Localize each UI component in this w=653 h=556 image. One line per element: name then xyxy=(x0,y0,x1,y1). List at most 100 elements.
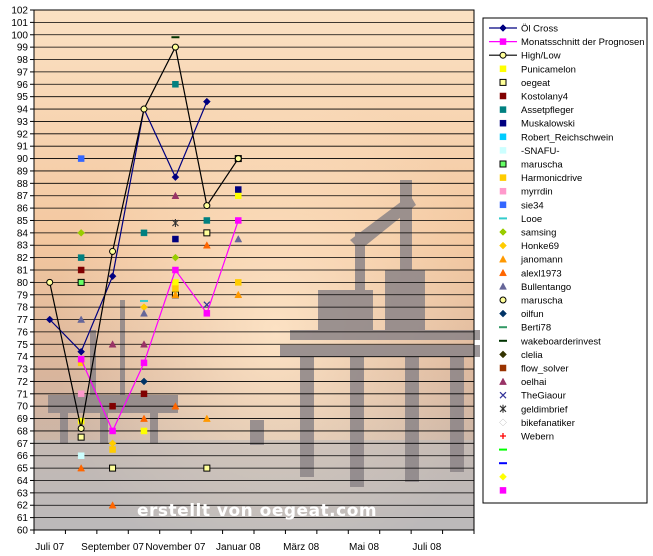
legend-entry: TheGiaour xyxy=(499,391,566,402)
data-point xyxy=(77,347,85,356)
data-point xyxy=(77,424,85,432)
series-maruscha xyxy=(77,278,85,286)
data-point xyxy=(140,359,148,367)
legend-label: High/Low xyxy=(521,51,561,62)
series-muskalowski xyxy=(172,186,242,243)
legend-entry: Bullentango xyxy=(499,282,571,293)
legend-label: oilfun xyxy=(521,309,544,320)
legend-label: Harmonicdrive xyxy=(521,173,582,184)
legend-entry: Webern xyxy=(500,432,554,443)
y-tick-label: 87 xyxy=(17,191,29,202)
y-tick-label: 74 xyxy=(17,352,29,363)
legend-label: Punicamelon xyxy=(521,64,576,75)
y-tick-label: 82 xyxy=(17,253,29,264)
y-tick-label: 72 xyxy=(17,377,29,388)
legend-entry: wakeboarderinvest xyxy=(499,336,601,347)
data-point xyxy=(235,186,242,193)
legend: Öl Cross Monatsschnitt der Prognosen High/… xyxy=(482,17,648,504)
data-point xyxy=(77,229,85,237)
series-harmonicdrive xyxy=(77,279,242,453)
legend-entry: sie34 xyxy=(499,200,544,211)
x-tick-label: Juli 07 xyxy=(35,542,64,553)
data-point xyxy=(172,285,179,292)
series-layer xyxy=(45,36,243,509)
legend-entry: oelhai xyxy=(499,377,546,388)
legend-marker xyxy=(499,187,507,195)
data-point xyxy=(108,501,117,509)
legend-marker xyxy=(499,147,507,154)
series-l-cross xyxy=(45,97,211,356)
legend-entry: -SNAFU- xyxy=(499,146,560,157)
legend-entry: maruscha xyxy=(499,160,563,171)
y-tick-label: 66 xyxy=(17,451,29,462)
y-tick-label: 100 xyxy=(11,30,28,41)
legend-marker xyxy=(499,106,507,113)
data-point xyxy=(203,97,211,106)
legend-entry: Honke69 xyxy=(499,241,559,252)
y-tick-label: 73 xyxy=(17,365,29,376)
x-tick-label: November 07 xyxy=(145,542,205,553)
y-tick-label: 95 xyxy=(17,92,29,103)
y-tick-label: 88 xyxy=(17,179,29,190)
data-point xyxy=(203,310,211,317)
data-point xyxy=(172,279,179,286)
watermark-text: erstellt von oegeat.com xyxy=(137,501,377,521)
y-tick-label: 62 xyxy=(17,501,29,512)
legend-label: Bullentango xyxy=(521,282,571,293)
legend-entry: Robert_Reichschwein xyxy=(499,132,613,143)
data-point xyxy=(140,377,148,386)
data-point xyxy=(108,272,117,281)
data-point xyxy=(234,155,242,163)
legend-label: Öl Cross xyxy=(521,24,558,35)
y-tick-label: 84 xyxy=(17,228,29,239)
data-point xyxy=(77,417,85,425)
data-point xyxy=(203,229,211,237)
legend-marker xyxy=(499,350,507,359)
legend-marker xyxy=(499,119,507,127)
data-point xyxy=(77,254,85,261)
data-point xyxy=(77,355,85,363)
legend-marker xyxy=(500,433,506,439)
legend-label: Assetpfleger xyxy=(521,105,574,116)
data-point xyxy=(140,390,148,398)
legend-marker xyxy=(499,309,507,318)
legend-label: Berti78 xyxy=(521,323,551,334)
legend-entry: maruscha xyxy=(499,296,563,307)
legend-label: clelia xyxy=(521,350,543,361)
legend-label: Honke69 xyxy=(521,241,559,252)
data-point xyxy=(172,235,179,243)
y-tick-label: 92 xyxy=(17,129,29,140)
data-point xyxy=(203,464,211,472)
legend-marker xyxy=(499,38,507,45)
x-tick-label: Mai 08 xyxy=(349,542,379,553)
legend-marker xyxy=(499,228,507,236)
legend-marker xyxy=(499,160,507,168)
data-point xyxy=(77,433,85,441)
legend-entry: Berti78 xyxy=(499,323,551,334)
legend-label: bikefanatiker xyxy=(521,418,575,429)
legend-marker xyxy=(499,377,507,385)
series-oelhai xyxy=(108,191,180,348)
y-tick-label: 97 xyxy=(17,67,29,78)
x-tick-label: Januar 08 xyxy=(216,542,261,553)
data-point xyxy=(172,81,179,88)
y-tick-label: 80 xyxy=(17,278,29,289)
data-point xyxy=(45,315,54,324)
x-tick-label: September 07 xyxy=(81,542,144,553)
data-point xyxy=(77,390,85,398)
legend-label: myrrdin xyxy=(521,187,553,198)
data-point xyxy=(77,464,86,472)
data-point xyxy=(109,402,116,410)
y-tick-label: 65 xyxy=(17,464,29,475)
legend-label: maruscha xyxy=(521,296,563,307)
legend-marker xyxy=(499,472,507,481)
legend-entry: geldimbrief xyxy=(499,404,568,415)
data-point xyxy=(171,191,180,199)
legend-entry: Monatsschnitt der Prognosen xyxy=(489,37,645,48)
legend-marker xyxy=(499,241,507,250)
legend-label: geldimbrief xyxy=(521,404,568,415)
legend-marker xyxy=(499,78,507,86)
series-assetpfleger xyxy=(77,81,211,261)
legend-marker xyxy=(499,268,507,277)
